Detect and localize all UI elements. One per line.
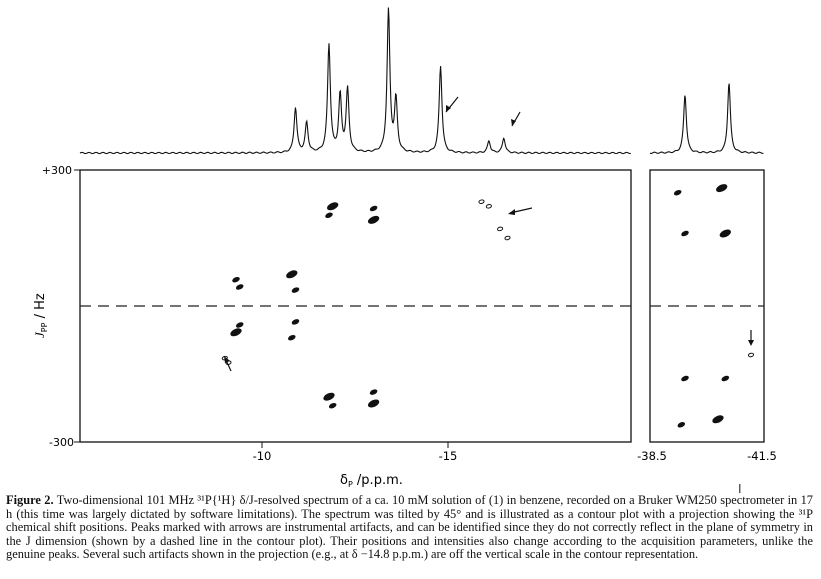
figure-caption: Figure 2. Two-dimensional 101 MHz ³¹P{¹H… (6, 493, 814, 562)
spectrum-figure: +300 -300 JPP / Hz -10 -15 -38.5 -41.5 δ… (32, 7, 777, 489)
text-cursor-icon: I (738, 482, 742, 496)
contour-peak (235, 284, 244, 290)
contour-peak (369, 205, 378, 212)
contour-peak (716, 184, 728, 193)
contour-peak (325, 212, 333, 219)
y-axis-label: JPP / Hz (32, 293, 49, 338)
x-tick-label-inset: -41.5 (747, 449, 777, 463)
contour-peak (712, 415, 724, 424)
x-tick-label-inset: -38.5 (637, 449, 667, 463)
contour-artifact (485, 204, 492, 209)
contour-artifact (497, 226, 504, 232)
contour-artifact-arrow (748, 330, 754, 346)
contour-artifact (478, 199, 485, 204)
projection-artifact-arrow (511, 111, 521, 127)
contour-peak (291, 319, 300, 325)
contour-peak (367, 215, 380, 224)
caption-text: Two-dimensional 101 MHz ³¹P{¹H} δ/J-reso… (6, 493, 814, 562)
contour-peak (288, 334, 296, 341)
contour-peak (681, 230, 689, 237)
contour-peak (291, 287, 300, 293)
projection-trace-inset (649, 83, 764, 154)
contour-peak (235, 322, 244, 328)
contour-peak (369, 389, 378, 395)
y-tick-top: +300 (42, 164, 72, 177)
contour-peak (681, 375, 689, 382)
projection-artifact-arrow (445, 96, 459, 113)
contour-artifact (747, 352, 755, 358)
caption-label: Figure 2. (6, 493, 54, 507)
x-tick-label: -10 (253, 449, 272, 463)
y-tick-bottom: -300 (49, 436, 74, 449)
projection-trace-main (79, 7, 631, 155)
contour-peak (286, 270, 298, 279)
contour-peak (677, 422, 686, 428)
contour-peak (673, 189, 682, 196)
contour-artifact-arrow (224, 356, 232, 372)
contour-peak (232, 276, 240, 283)
contour-peaks-inset (673, 184, 755, 428)
contour-peaks-main (221, 199, 511, 409)
contour-artifact (504, 235, 511, 241)
contour-peak (721, 375, 730, 382)
contour-peak (230, 328, 242, 337)
contour-artifact-arrow (508, 207, 533, 215)
x-tick-label: -15 (439, 449, 458, 463)
contour-peak (328, 402, 337, 409)
x-axis-label: δP /p.p.m. (340, 473, 403, 489)
contour-peak (323, 392, 335, 401)
contour-peak (327, 202, 339, 211)
contour-peak (719, 229, 731, 238)
contour-peak (367, 399, 380, 408)
